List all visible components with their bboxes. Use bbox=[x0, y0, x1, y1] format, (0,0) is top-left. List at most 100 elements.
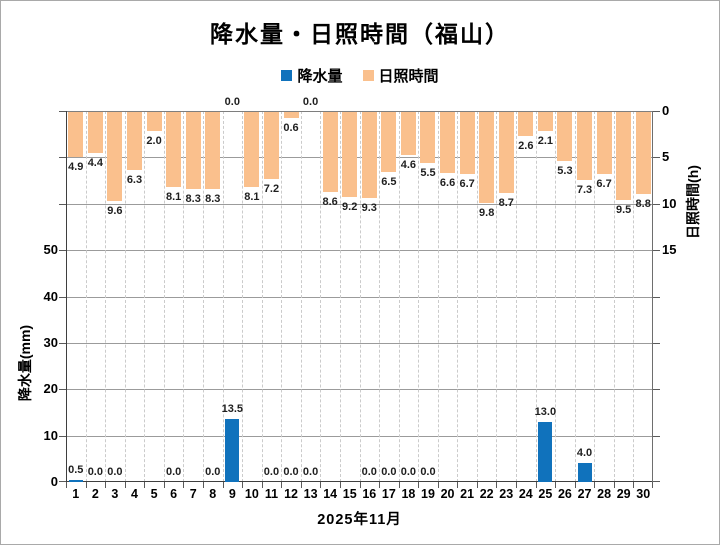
value-label-sunshine: 6.7 bbox=[596, 178, 612, 191]
x-axis-tick bbox=[301, 482, 302, 488]
value-label-precipitation: 13.5 bbox=[221, 403, 244, 416]
value-label-sunshine: 6.5 bbox=[381, 176, 397, 189]
x-axis-tick bbox=[144, 482, 145, 488]
bar-sunshine bbox=[263, 112, 279, 179]
grid-line-vertical bbox=[535, 111, 537, 482]
value-label-precipitation: 0.0 bbox=[205, 466, 221, 478]
x-axis-tick bbox=[536, 482, 537, 488]
grid-line-vertical bbox=[242, 111, 244, 482]
grid-line-vertical bbox=[222, 111, 224, 482]
bar-sunshine bbox=[459, 112, 475, 175]
value-label-sunshine: 8.8 bbox=[635, 197, 651, 210]
grid-line-vertical bbox=[183, 111, 185, 482]
value-label-sunshine: 2.1 bbox=[537, 135, 554, 148]
right-axis-tick bbox=[653, 436, 660, 437]
grid-line-vertical bbox=[496, 111, 498, 482]
value-label-sunshine: 4.6 bbox=[400, 158, 417, 171]
x-tick-label: 9 bbox=[228, 487, 236, 501]
x-tick-label: 25 bbox=[538, 487, 553, 501]
x-tick-label: 21 bbox=[460, 487, 475, 501]
value-label-precipitation: 0.0 bbox=[302, 466, 319, 478]
value-label-sunshine: 5.3 bbox=[557, 165, 573, 178]
x-tick-label: 7 bbox=[189, 487, 197, 501]
x-axis-tick bbox=[457, 482, 458, 488]
bar-sunshine bbox=[126, 112, 142, 171]
grid-line-vertical bbox=[457, 111, 459, 482]
value-label-sunshine: 9.8 bbox=[479, 206, 495, 219]
value-label-sunshine: 9.5 bbox=[615, 204, 632, 217]
x-axis-tick bbox=[438, 482, 439, 488]
value-label-sunshine: 8.3 bbox=[205, 192, 221, 205]
grid-line-vertical bbox=[105, 111, 107, 482]
grid-line-vertical bbox=[359, 111, 361, 482]
left-axis-tick bbox=[59, 481, 66, 482]
x-tick-label: 15 bbox=[342, 487, 357, 501]
right-axis-tick bbox=[653, 111, 660, 112]
bar-sunshine bbox=[68, 112, 84, 158]
x-axis-tick bbox=[340, 482, 341, 488]
x-axis-line bbox=[66, 481, 653, 482]
value-label-sunshine: 5.5 bbox=[420, 167, 436, 179]
x-axis-tick bbox=[262, 482, 263, 488]
x-axis-tick bbox=[105, 482, 106, 488]
left-axis-tick bbox=[59, 157, 66, 158]
value-label-precipitation: 0.0 bbox=[420, 466, 436, 478]
value-label-precipitation: 0.0 bbox=[107, 466, 123, 478]
grid-line-vertical bbox=[398, 111, 400, 482]
right-axis-line bbox=[652, 111, 653, 482]
value-label-sunshine: 4.9 bbox=[68, 161, 84, 174]
x-axis-tick bbox=[575, 482, 576, 488]
value-label-precipitation: 0.0 bbox=[361, 466, 377, 478]
x-axis-tick bbox=[496, 482, 497, 488]
bar-sunshine bbox=[518, 112, 534, 137]
x-tick-label: 10 bbox=[244, 487, 259, 501]
bar-sunshine bbox=[596, 112, 612, 175]
x-axis-tick bbox=[477, 482, 478, 488]
x-axis-tick bbox=[86, 482, 87, 488]
value-label-sunshine: 8.7 bbox=[498, 196, 514, 209]
x-axis-tick bbox=[379, 482, 380, 488]
x-tick-label: 8 bbox=[209, 487, 217, 501]
right-axis-tick bbox=[653, 343, 660, 344]
grid-line-vertical bbox=[379, 111, 381, 482]
bar-precipitation bbox=[225, 419, 240, 482]
bar-sunshine bbox=[420, 112, 436, 163]
x-axis-tick bbox=[242, 482, 243, 488]
grid-line-vertical bbox=[85, 111, 87, 482]
chart-title: 降水量・日照時間（福山） bbox=[210, 21, 510, 47]
grid-line-vertical bbox=[281, 111, 283, 482]
bar-precipitation bbox=[538, 421, 553, 482]
left-axis-tick bbox=[59, 204, 66, 205]
value-label-sunshine: 6.7 bbox=[459, 178, 475, 191]
value-label-sunshine: 4.4 bbox=[87, 156, 103, 169]
grid-line-vertical bbox=[594, 111, 596, 482]
right-axis-tick-label: 0 bbox=[662, 103, 670, 118]
sunshine-swatch-icon bbox=[362, 70, 374, 81]
x-axis-tick bbox=[555, 482, 556, 488]
left-axis-tick bbox=[59, 343, 66, 344]
bar-sunshine bbox=[166, 112, 182, 188]
value-label-precipitation: 0.5 bbox=[68, 463, 84, 476]
right-axis-tick bbox=[653, 204, 660, 205]
grid-line-vertical bbox=[476, 111, 478, 482]
x-axis-tick bbox=[320, 482, 321, 488]
value-label-precipitation: 0.0 bbox=[400, 466, 417, 478]
x-axis-tick bbox=[633, 482, 634, 488]
x-axis-tick bbox=[125, 482, 126, 488]
x-tick-label: 2 bbox=[91, 487, 99, 501]
x-tick-label: 27 bbox=[577, 487, 592, 501]
x-tick-label: 23 bbox=[499, 487, 514, 501]
grid-line-vertical bbox=[613, 111, 615, 482]
x-axis-tick bbox=[203, 482, 204, 488]
value-label-precipitation: 0.0 bbox=[381, 466, 397, 478]
value-label-precipitation: 0.0 bbox=[165, 466, 182, 478]
value-label-precipitation: 4.0 bbox=[576, 447, 593, 460]
precipitation-swatch-icon bbox=[281, 70, 293, 81]
legend-label-precipitation: 降水量 bbox=[297, 68, 343, 85]
bar-sunshine bbox=[498, 112, 514, 193]
value-label-sunshine: 7.3 bbox=[576, 183, 593, 196]
x-axis-title: 2025年11月 bbox=[317, 512, 402, 528]
left-axis-tick bbox=[59, 436, 66, 437]
left-axis-tick-label: 50 bbox=[43, 242, 58, 258]
x-tick-label: 20 bbox=[440, 487, 455, 501]
